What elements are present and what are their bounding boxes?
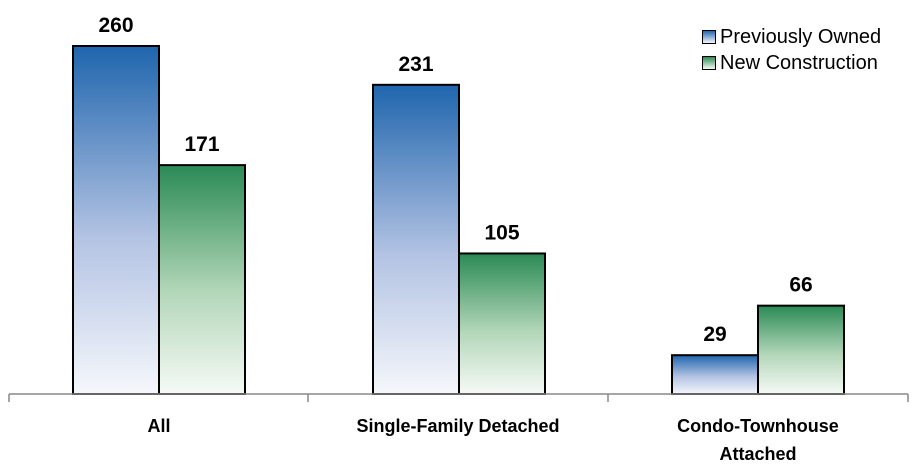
x-tick-label-single-family-detached: Single-Family Detached — [356, 416, 559, 436]
data-label-new-construction-all: 171 — [184, 133, 219, 156]
bar-new-construction-condo-townhouse-attached — [757, 304, 845, 395]
legend-swatch-previously-owned — [702, 30, 716, 44]
x-axis: All Single-Family Detached Condo-Townhouse… — [8, 393, 909, 464]
legend-label-previously-owned: Previously Owned — [720, 25, 882, 48]
x-tick-label-all: All — [147, 416, 170, 436]
data-label-new-construction-condo-townhouse-attached: 66 — [789, 274, 812, 297]
legend-swatch-new-construction — [702, 56, 716, 70]
bar-new-construction-all — [158, 164, 246, 395]
legend-item-new-construction: New Construction — [702, 50, 881, 76]
bar-previously-owned-all — [72, 45, 160, 395]
data-label-previously-owned-all: 260 — [98, 14, 133, 37]
bar-new-construction-single-family-detached — [458, 252, 546, 395]
data-label-previously-owned-condo-townhouse-attached: 29 — [703, 323, 726, 346]
legend: Previously Owned New Construction — [702, 24, 881, 76]
bars — [72, 45, 845, 395]
legend-label-new-construction: New Construction — [720, 51, 878, 74]
bar-previously-owned-single-family-detached — [372, 83, 460, 395]
legend-item-previously-owned: Previously Owned — [702, 24, 881, 50]
data-label-new-construction-single-family-detached: 105 — [484, 221, 519, 244]
data-label-previously-owned-single-family-detached: 231 — [398, 53, 433, 76]
x-tick-label-condo-townhouse-attached: Condo-Townhouse Attached — [677, 416, 839, 464]
bar-previously-owned-condo-townhouse-attached — [671, 354, 759, 395]
data-labels: 260 171 231 105 29 66 — [98, 14, 812, 346]
